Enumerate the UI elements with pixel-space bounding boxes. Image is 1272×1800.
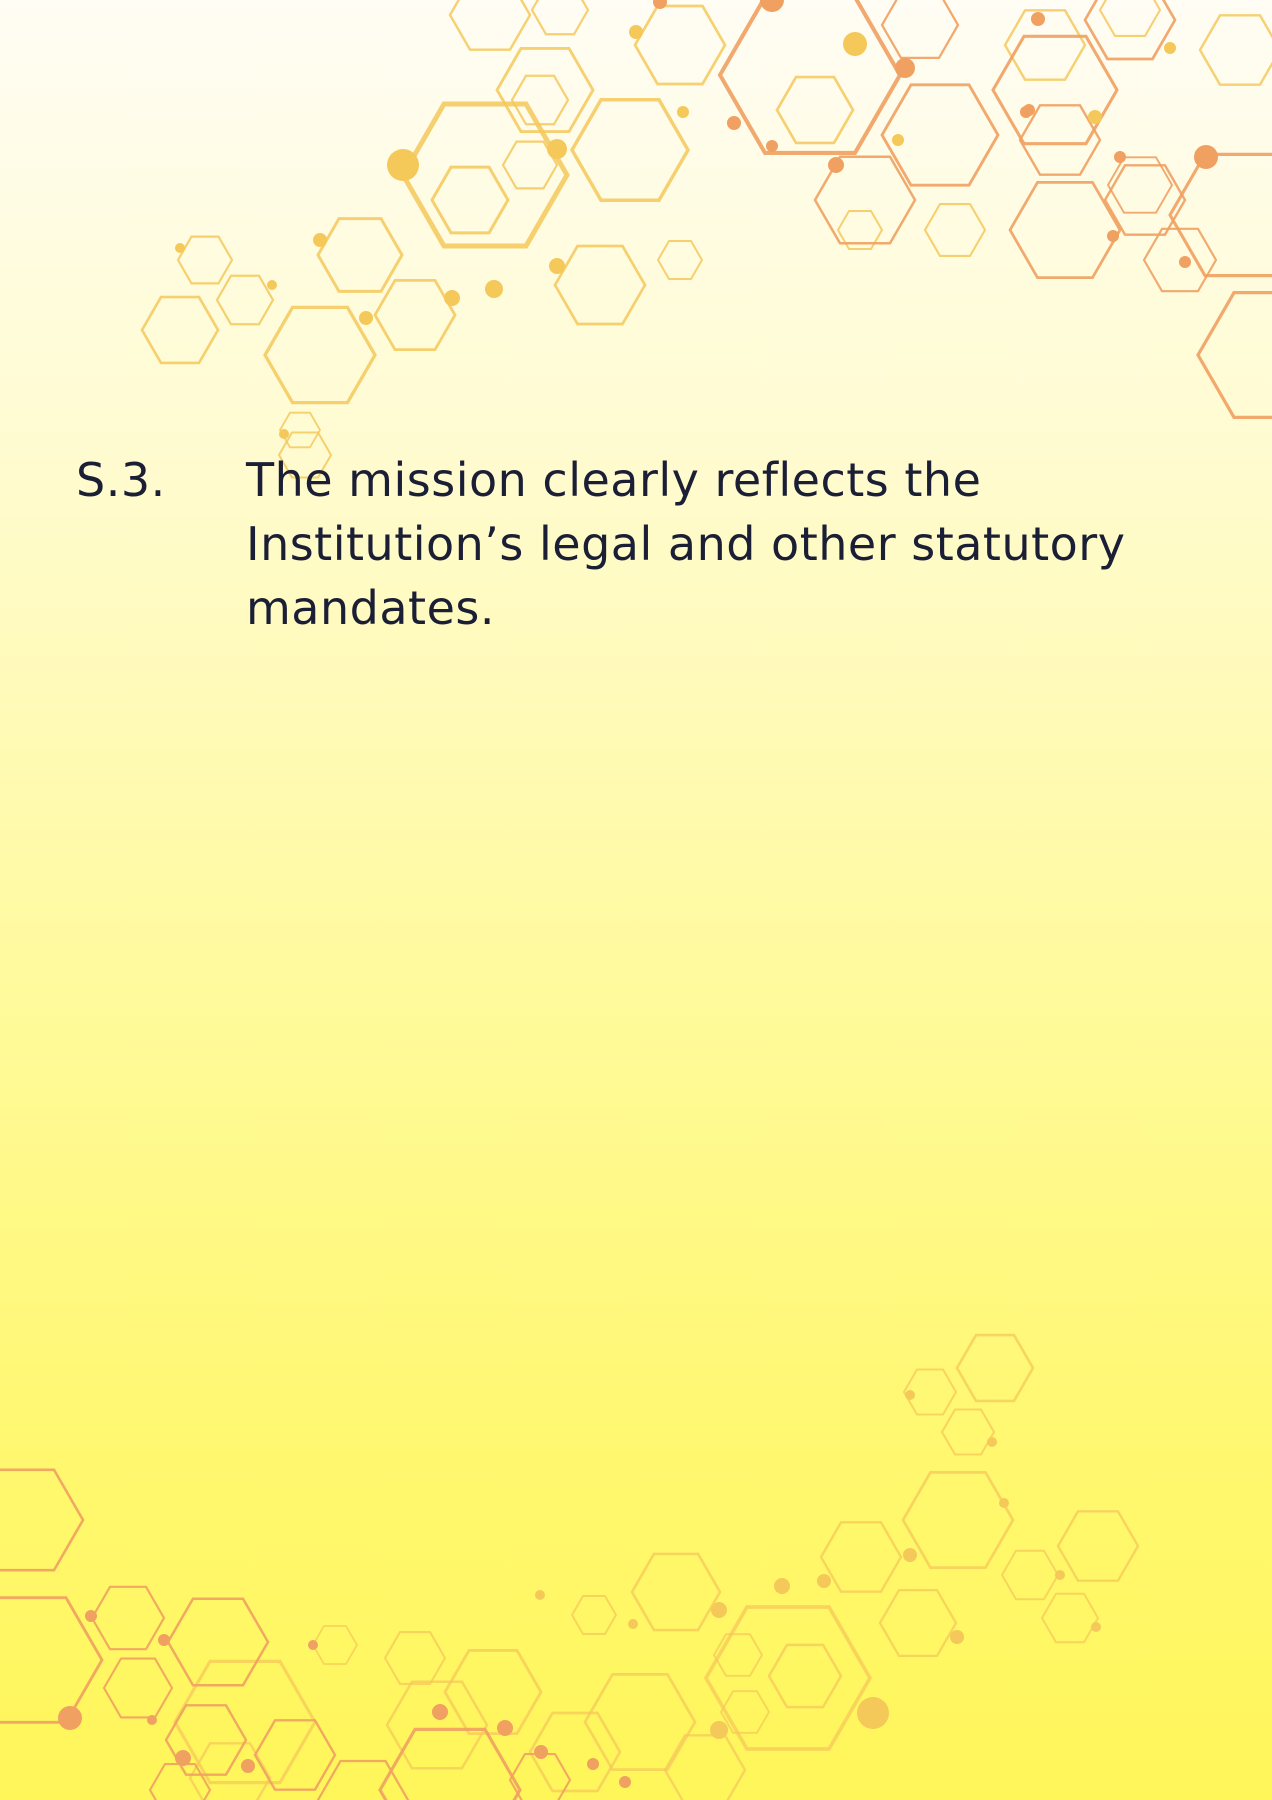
statement-code: S.3. xyxy=(76,453,166,507)
statement-block: S.3. The mission clearly reflects the In… xyxy=(76,448,1196,640)
statement-text: The mission clearly reflects the Institu… xyxy=(246,453,1126,635)
